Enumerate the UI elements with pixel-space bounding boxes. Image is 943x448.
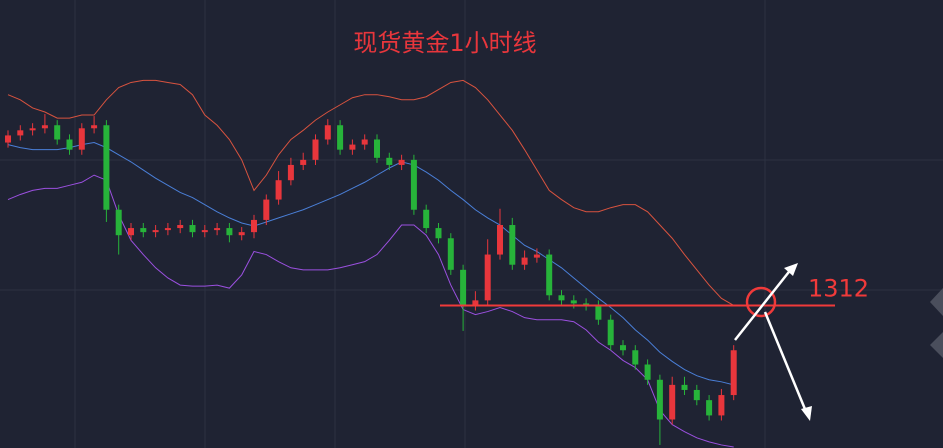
candle-body bbox=[423, 209, 430, 229]
candle-body bbox=[620, 345, 626, 351]
band-line bbox=[7, 79, 734, 306]
candle-body bbox=[91, 125, 98, 129]
candle-body bbox=[583, 303, 590, 306]
candle-body bbox=[386, 157, 393, 165]
candle-body bbox=[570, 300, 577, 304]
candle-body bbox=[128, 228, 134, 236]
candle-body bbox=[435, 228, 442, 239]
candle-body bbox=[595, 305, 602, 320]
candle-body bbox=[656, 379, 663, 420]
candle-body bbox=[718, 395, 725, 416]
candle-body bbox=[263, 199, 270, 220]
candle-body bbox=[693, 389, 700, 401]
candle-body bbox=[140, 228, 147, 233]
candle-body bbox=[410, 159, 417, 210]
candle-body bbox=[521, 257, 528, 265]
candle-body bbox=[41, 125, 48, 129]
marker-circle bbox=[745, 286, 777, 318]
candle-body bbox=[164, 228, 171, 231]
candle-body bbox=[226, 228, 233, 236]
candle-body bbox=[509, 225, 516, 265]
candle-body bbox=[472, 300, 479, 306]
candle-body bbox=[324, 125, 331, 140]
arrow-up-head bbox=[784, 263, 798, 276]
chart-title: 现货黄金1小时线 bbox=[353, 29, 536, 57]
candle-body bbox=[607, 319, 614, 346]
candle-body bbox=[730, 350, 737, 396]
candle-body bbox=[177, 225, 184, 229]
candle-body bbox=[681, 384, 688, 390]
candle-body bbox=[632, 350, 639, 365]
candle-body bbox=[78, 128, 85, 150]
candle-body bbox=[706, 400, 713, 416]
candle-body bbox=[361, 139, 368, 145]
candle-body bbox=[251, 219, 257, 233]
arrow-down bbox=[763, 311, 809, 415]
candle-body bbox=[374, 139, 380, 158]
candle-body bbox=[558, 295, 565, 301]
candle-body bbox=[312, 139, 319, 160]
candle-body bbox=[152, 230, 159, 233]
candle-body bbox=[546, 254, 553, 296]
arrow-down-head bbox=[801, 406, 812, 421]
candle-body bbox=[349, 144, 356, 150]
candle-body bbox=[17, 130, 24, 136]
arrow-up bbox=[734, 267, 793, 341]
candle-body bbox=[460, 269, 467, 306]
candle-body bbox=[238, 232, 245, 236]
candle-body bbox=[497, 225, 503, 255]
candle-body bbox=[287, 164, 294, 181]
candle-body bbox=[201, 230, 208, 233]
candle-body bbox=[447, 238, 454, 270]
candle-body bbox=[644, 364, 651, 380]
candle-body bbox=[29, 128, 36, 131]
candle-body bbox=[5, 135, 11, 143]
reference-label: 1312 bbox=[808, 274, 869, 302]
candle-body bbox=[484, 254, 491, 301]
candle-body bbox=[300, 159, 307, 165]
candle-body bbox=[214, 228, 221, 231]
candle-body bbox=[115, 209, 122, 236]
candle-body bbox=[275, 180, 282, 200]
candle-body bbox=[66, 139, 73, 150]
plot: 1312 bbox=[5, 79, 869, 448]
candle-body bbox=[337, 125, 344, 150]
candle-body bbox=[54, 125, 61, 140]
band-line bbox=[7, 142, 734, 386]
candle-body bbox=[103, 125, 110, 210]
candle-body bbox=[533, 254, 540, 258]
candle-body bbox=[669, 384, 676, 420]
band-line bbox=[7, 174, 734, 448]
candle-body bbox=[398, 159, 405, 165]
edge-marker bbox=[930, 288, 943, 316]
edge-marker bbox=[930, 332, 943, 358]
candle-body bbox=[189, 225, 196, 233]
